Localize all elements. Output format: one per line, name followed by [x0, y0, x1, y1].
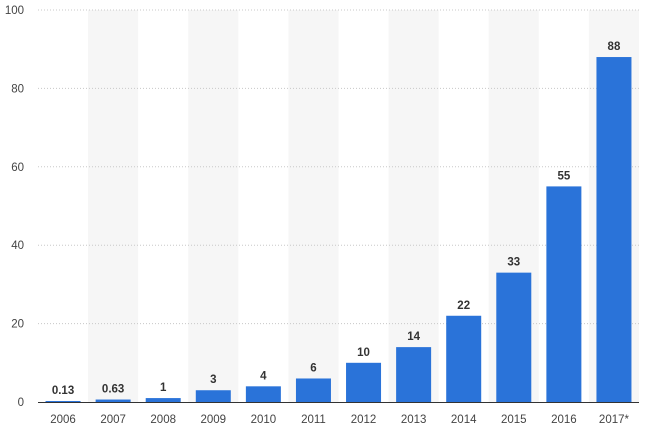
x-tick-label: 2014	[451, 414, 477, 426]
y-tick-label: 40	[11, 240, 24, 252]
x-tick-label: 2013	[401, 414, 427, 426]
background-band	[88, 10, 139, 402]
bar	[396, 347, 432, 402]
x-tick-label: 2010	[251, 414, 277, 426]
y-tick-label: 80	[11, 83, 24, 95]
data-label: 0.63	[102, 384, 124, 396]
gridlines	[38, 9, 639, 325]
data-label: 10	[357, 347, 370, 359]
x-tick-label: 2009	[200, 414, 226, 426]
y-axis-tick-labels: 0 20 40 60 80 100	[5, 5, 24, 409]
data-label: 14	[407, 331, 420, 343]
bar	[95, 399, 131, 402]
data-label: 0.13	[52, 385, 74, 397]
x-tick-label: 2007	[100, 414, 126, 426]
data-label: 88	[608, 41, 621, 53]
y-tick-label: 20	[11, 319, 24, 331]
background-band	[388, 10, 439, 402]
y-tick-label: 60	[11, 162, 24, 174]
bar	[346, 362, 382, 402]
data-label: 1	[160, 382, 167, 394]
data-label: 22	[457, 300, 470, 312]
bar	[245, 386, 281, 402]
bar	[546, 186, 582, 402]
background-band	[188, 10, 239, 402]
data-label: 3	[210, 374, 216, 386]
data-label: 55	[557, 170, 570, 182]
bar	[145, 398, 181, 402]
bar	[45, 401, 81, 402]
bar	[496, 272, 532, 402]
x-axis-tick-labels: 2006 2007 2008 2009 2010 2011 2012 2013 2014 2015…	[50, 414, 629, 426]
y-tick-label: 0	[18, 397, 24, 409]
x-tick-label: 2017*	[599, 414, 630, 426]
x-tick-label: 2016	[551, 414, 577, 426]
x-tick-label: 2015	[501, 414, 527, 426]
data-label: 6	[310, 362, 316, 374]
x-tick-label: 2011	[301, 414, 326, 426]
y-tick-label: 100	[5, 5, 24, 17]
data-label: 33	[507, 257, 520, 269]
x-tick-label: 2012	[351, 414, 377, 426]
background-band	[288, 10, 339, 402]
bar	[596, 57, 632, 402]
data-labels: 0.13 0.63 1 3 4 6 10 14 22 33 55 88	[52, 41, 621, 397]
bar	[295, 378, 331, 402]
bars	[45, 57, 632, 402]
bar	[195, 390, 231, 402]
x-tick-label: 2006	[50, 414, 76, 426]
bar	[446, 315, 482, 402]
x-tick-label: 2008	[150, 414, 176, 426]
data-label: 4	[260, 370, 267, 382]
